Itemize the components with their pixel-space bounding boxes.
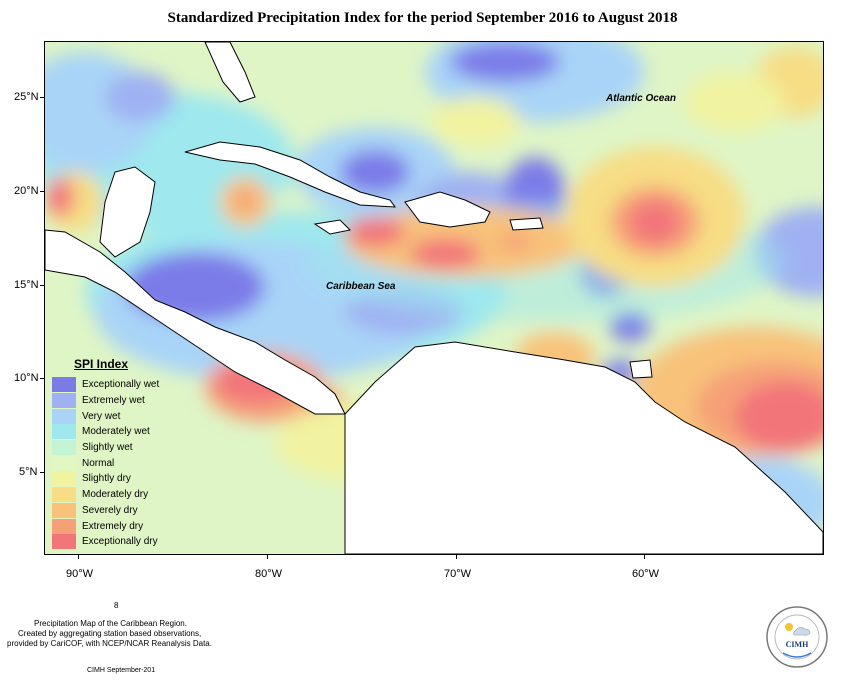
lat-tick [40,472,44,473]
legend-label: Normal [82,457,115,469]
legend-item: Slightly dry [52,471,159,487]
legend-swatch [52,377,76,393]
legend-item: Exceptionally wet [52,377,159,393]
legend-title: SPI Index [74,357,129,371]
legend-label: Extremely dry [82,520,144,532]
lat-tick [40,97,44,98]
hispaniola [404,191,491,228]
footer-line-1: Precipitation Map of the Caribbean Regio… [34,619,187,628]
footer-line-2: Created by aggregating station based obs… [18,629,202,638]
map-title: Standardized Precipitation Index for the… [167,10,678,26]
lon-label-80w: 80°W [255,568,283,580]
cloud-icon [793,627,811,636]
lat-label-20n: 20°N [14,185,39,197]
legend-item: Normal [52,455,159,471]
lon-label-60w: 60°W [632,568,660,580]
legend-swatch [52,518,76,534]
lon-label-90w: 90°W [66,568,94,580]
lat-tick [40,378,44,379]
lon-tick [644,554,645,559]
legend-label: Exceptionally wet [82,379,160,391]
jamaica [313,219,352,235]
lat-label-10n: 10°N [14,372,39,384]
spi-map [44,41,824,555]
legend-item: Moderately wet [52,424,159,440]
footer-line-3: provided by CariCOF, with NCEP/NCAR Rean… [7,639,212,648]
legend-item: Extremely wet [52,393,159,409]
sun-icon [785,623,793,631]
legend-label: Severely dry [82,504,138,516]
yucatan [99,166,156,258]
legend-item: Very wet [52,408,159,424]
legend-label: Exceptionally dry [82,536,158,548]
puerto-rico [509,217,544,231]
lon-tick [78,554,79,559]
south-america [344,341,823,554]
lon-tick [456,554,457,559]
legend-swatch [52,455,76,471]
cuba [184,141,397,208]
central-america [45,229,346,415]
lat-label-5n: 5°N [19,466,38,478]
legend-swatch [52,502,76,518]
legend-item: Slightly wet [52,440,159,456]
legend-swatch [52,393,76,409]
legend-label: Very wet [82,410,121,422]
legend-item: Exceptionally dry [52,534,159,550]
spi-legend: SPI Index Exceptionally wet Extremely wet… [52,357,159,550]
legend-swatch [52,534,76,550]
trinidad [629,359,653,379]
legend-swatch [52,440,76,456]
atlantic-ocean-label: Atlantic Ocean [606,93,677,104]
legend-label: Moderately dry [82,489,149,501]
logo-acronym: CIMH [786,640,809,649]
lon-tick [267,554,268,559]
caribbean-sea-label: Caribbean Sea [326,281,396,292]
legend-label: Moderately wet [82,426,150,438]
land-masses [45,42,823,554]
legend-items: Exceptionally wet Extremely wet Very wet Mo… [52,377,159,550]
footer-credit: CIMH September-201 [87,667,156,674]
footer-stray-mark: 8 [114,601,119,610]
legend-swatch [52,487,76,503]
spi-map-canvas [45,42,823,554]
legend-swatch [52,471,76,487]
legend-item: Extremely dry [52,518,159,534]
legend-swatch [52,424,76,440]
legend-label: Slightly wet [82,442,133,454]
legend-label: Extremely wet [82,395,145,407]
lat-label-15n: 15°N [14,279,39,291]
lon-label-70w: 70°W [444,568,472,580]
lat-label-25n: 25°N [14,91,39,103]
lat-tick [40,191,44,192]
cimh-logo: CIMH [766,606,828,668]
legend-item: Moderately dry [52,487,159,503]
legend-label: Slightly dry [82,473,131,485]
legend-item: Severely dry [52,502,159,519]
lat-tick [40,285,44,286]
legend-swatch [52,408,76,424]
florida [204,42,256,103]
spi-shading [45,42,823,554]
